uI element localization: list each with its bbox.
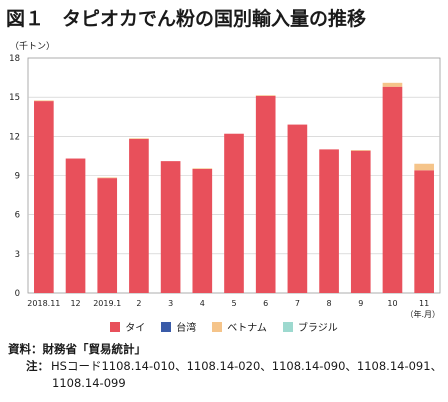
x-tick-label: 4 [200, 299, 205, 308]
y-tick-label: 9 [15, 172, 20, 182]
legend-item: ブラジル [282, 319, 338, 334]
source-text: 財務省「貿易統計」 [42, 342, 147, 356]
legend-swatch [110, 321, 121, 332]
bar-segment [350, 150, 371, 151]
y-tick-label: 0 [15, 289, 20, 299]
legend-label: 台湾 [176, 323, 197, 334]
legend-swatch [282, 321, 293, 332]
x-tick-label: 10 [387, 299, 397, 308]
bar-segment [255, 95, 276, 96]
note-text-line2: 1108.14-099 [52, 376, 126, 390]
bar-segment [224, 133, 244, 293]
y-tick-label: 18 [9, 54, 20, 64]
legend-label: タイ [125, 323, 146, 334]
legend-item: ベトナム [212, 319, 267, 334]
source-label: 資料： [8, 342, 43, 356]
legend-item: 台湾 [161, 319, 196, 334]
bar-segment [382, 82, 403, 87]
note-label: 注： [26, 359, 49, 373]
bar-segment [97, 177, 118, 179]
bar-segment [414, 163, 434, 171]
x-tick-label: 9 [358, 299, 363, 308]
x-axis-end-label: （年.月） [405, 309, 440, 319]
bar-segment [192, 168, 213, 293]
bar-segment [414, 170, 434, 293]
bar-segment [287, 124, 308, 293]
bar-segment [34, 101, 54, 293]
x-tick-label: 5 [231, 299, 236, 308]
legend-item: タイ [110, 319, 145, 334]
bar-segment [129, 138, 149, 293]
x-tick-label: 6 [263, 299, 268, 308]
figure-number: 図１ [6, 8, 45, 30]
figure-title-text: タピオカでん粉の国別輸入量の推移 [62, 8, 367, 30]
bar-segment [97, 178, 118, 293]
bar-segment [34, 100, 54, 102]
note-text-line1: HSコード1108.14-010、1108.14-020、1108.14-090… [51, 359, 443, 373]
bar-segment [255, 95, 276, 293]
x-tick-label: 12 [70, 299, 80, 308]
bar-segment [382, 86, 403, 293]
figure-notes: 資料： 財務省「貿易統計」 注： HSコード1108.14-010、1108.14-… [8, 341, 442, 392]
bar-segment [65, 158, 86, 293]
x-tick-label: 3 [168, 299, 173, 308]
x-tick-label: 2018.11 [27, 299, 60, 308]
y-tick-label: 3 [15, 250, 20, 260]
legend-label: ベトナム [227, 323, 267, 334]
legend-swatch [212, 321, 223, 332]
y-tick-label: 6 [15, 211, 20, 221]
bar-segment [129, 138, 149, 139]
chart-plot: 0 3 6 9 12 15 18 2018.11 12 2019.1 2 3 4 5 6 7 8 9 10 11（年.… [9, 54, 441, 319]
y-tick-label: 15 [9, 93, 20, 103]
bar-segment [319, 149, 339, 293]
y-axis-unit-label: （千トン） [10, 42, 56, 52]
x-tick-label: 2 [136, 299, 141, 308]
figure-title: 図１ タピオカでん粉の国別輸入量の推移 [6, 4, 442, 34]
chart-legend: タイ 台湾 ベトナム ブラジル [0, 319, 448, 334]
bar-segment [192, 168, 213, 169]
x-tick-label: 8 [327, 299, 332, 308]
bar-segment [350, 150, 371, 293]
bar-segment [160, 161, 181, 293]
legend-swatch [161, 321, 172, 332]
legend-label: ブラジル [297, 323, 338, 334]
x-tick-label: 2019.1 [93, 299, 121, 308]
y-tick-label: 12 [9, 132, 20, 142]
x-tick-label: 11 [419, 299, 429, 308]
x-tick-label: 7 [295, 299, 300, 308]
